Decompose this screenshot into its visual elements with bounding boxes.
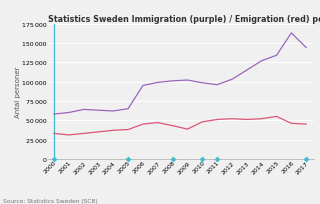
Text: Statistics Sweden Immigration (purple) / Emigration (red) per year, 2000-2017: Statistics Sweden Immigration (purple) /… — [48, 15, 320, 24]
Y-axis label: Antal personer: Antal personer — [15, 66, 20, 118]
Text: Source: Statistics Sweden (SCB): Source: Statistics Sweden (SCB) — [3, 198, 98, 203]
